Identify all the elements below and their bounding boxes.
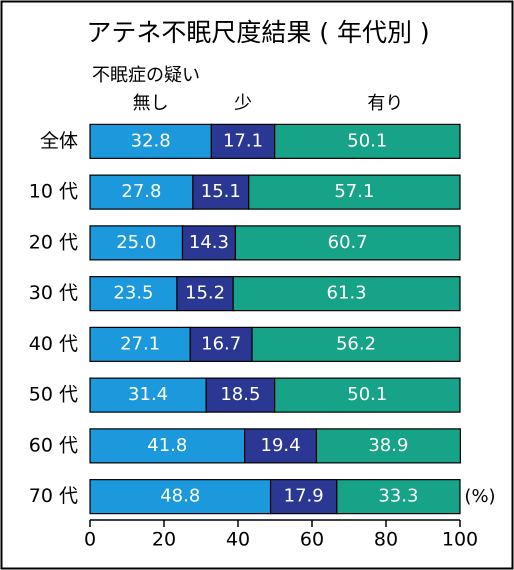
bar-segment xyxy=(176,276,234,312)
bar-segment xyxy=(89,479,272,515)
bar-segment xyxy=(89,225,184,261)
x-tick-label: 0 xyxy=(84,529,96,551)
value-label: 38.9 xyxy=(368,435,408,456)
bar-segment xyxy=(181,225,237,261)
bar-segment xyxy=(192,174,250,210)
category-label: 40 代 xyxy=(29,333,78,355)
x-tick-label: 100 xyxy=(442,529,478,551)
chart-subtitle: 不眠症の疑い xyxy=(92,65,200,86)
bar-segment xyxy=(244,428,318,464)
value-label: 50.1 xyxy=(347,384,387,405)
category-label: 30 代 xyxy=(29,282,78,304)
category-label: 60 代 xyxy=(29,434,78,456)
value-label: 18.5 xyxy=(220,384,260,405)
bar-segment xyxy=(89,174,194,210)
value-label: 60.7 xyxy=(328,232,368,253)
legend-label: 無し xyxy=(133,93,169,114)
bar-segment xyxy=(232,276,461,312)
value-label: 17.1 xyxy=(223,130,263,151)
legend-label: 少 xyxy=(234,93,252,114)
bar-segment xyxy=(251,326,461,362)
x-tick-label: 60 xyxy=(300,529,324,551)
bar-segment xyxy=(248,174,461,210)
value-label: 15.1 xyxy=(201,181,241,202)
value-label: 17.9 xyxy=(284,486,324,507)
category-label: 50 代 xyxy=(29,384,78,406)
x-tick-label: 40 xyxy=(226,529,250,551)
bar-segment xyxy=(210,123,276,159)
chart-title: アテネ不眠尺度結果 ( 年代別 ) xyxy=(86,18,429,47)
value-label: 33.3 xyxy=(378,486,418,507)
bar-segment xyxy=(89,428,246,464)
value-label: 56.2 xyxy=(336,333,376,354)
category-label: 70 代 xyxy=(29,485,78,507)
x-tick-label: 80 xyxy=(374,529,398,551)
value-label: 57.1 xyxy=(334,181,374,202)
bar-segment xyxy=(274,377,461,413)
bar-segment xyxy=(315,428,461,464)
bar-segment xyxy=(89,377,207,413)
legend-label: 有り xyxy=(367,93,403,114)
x-tick-label: 20 xyxy=(152,529,176,551)
value-label: 19.4 xyxy=(261,435,301,456)
value-label: 32.8 xyxy=(131,130,171,151)
value-label: 23.5 xyxy=(113,283,153,304)
bar-segment xyxy=(274,123,461,159)
value-label: 31.4 xyxy=(128,384,168,405)
category-label: 20 代 xyxy=(29,231,78,253)
value-label: 16.7 xyxy=(201,333,241,354)
value-label: 27.1 xyxy=(120,333,160,354)
bar-segment xyxy=(234,225,461,261)
value-label: 14.3 xyxy=(189,232,229,253)
category-label: 10 代 xyxy=(29,181,78,203)
value-label: 41.8 xyxy=(147,435,187,456)
value-label: 48.8 xyxy=(160,486,200,507)
value-label: 50.1 xyxy=(347,130,387,151)
x-unit: (%) xyxy=(464,486,495,507)
bar-segment xyxy=(89,326,191,362)
bar-segment xyxy=(205,377,276,413)
value-label: 25.0 xyxy=(116,232,156,253)
value-label: 15.2 xyxy=(185,283,225,304)
bar-segment xyxy=(89,123,212,159)
value-label: 61.3 xyxy=(327,283,367,304)
value-label: 27.8 xyxy=(121,181,161,202)
category-label: 全体 xyxy=(40,130,78,152)
bar-segment xyxy=(336,479,461,515)
